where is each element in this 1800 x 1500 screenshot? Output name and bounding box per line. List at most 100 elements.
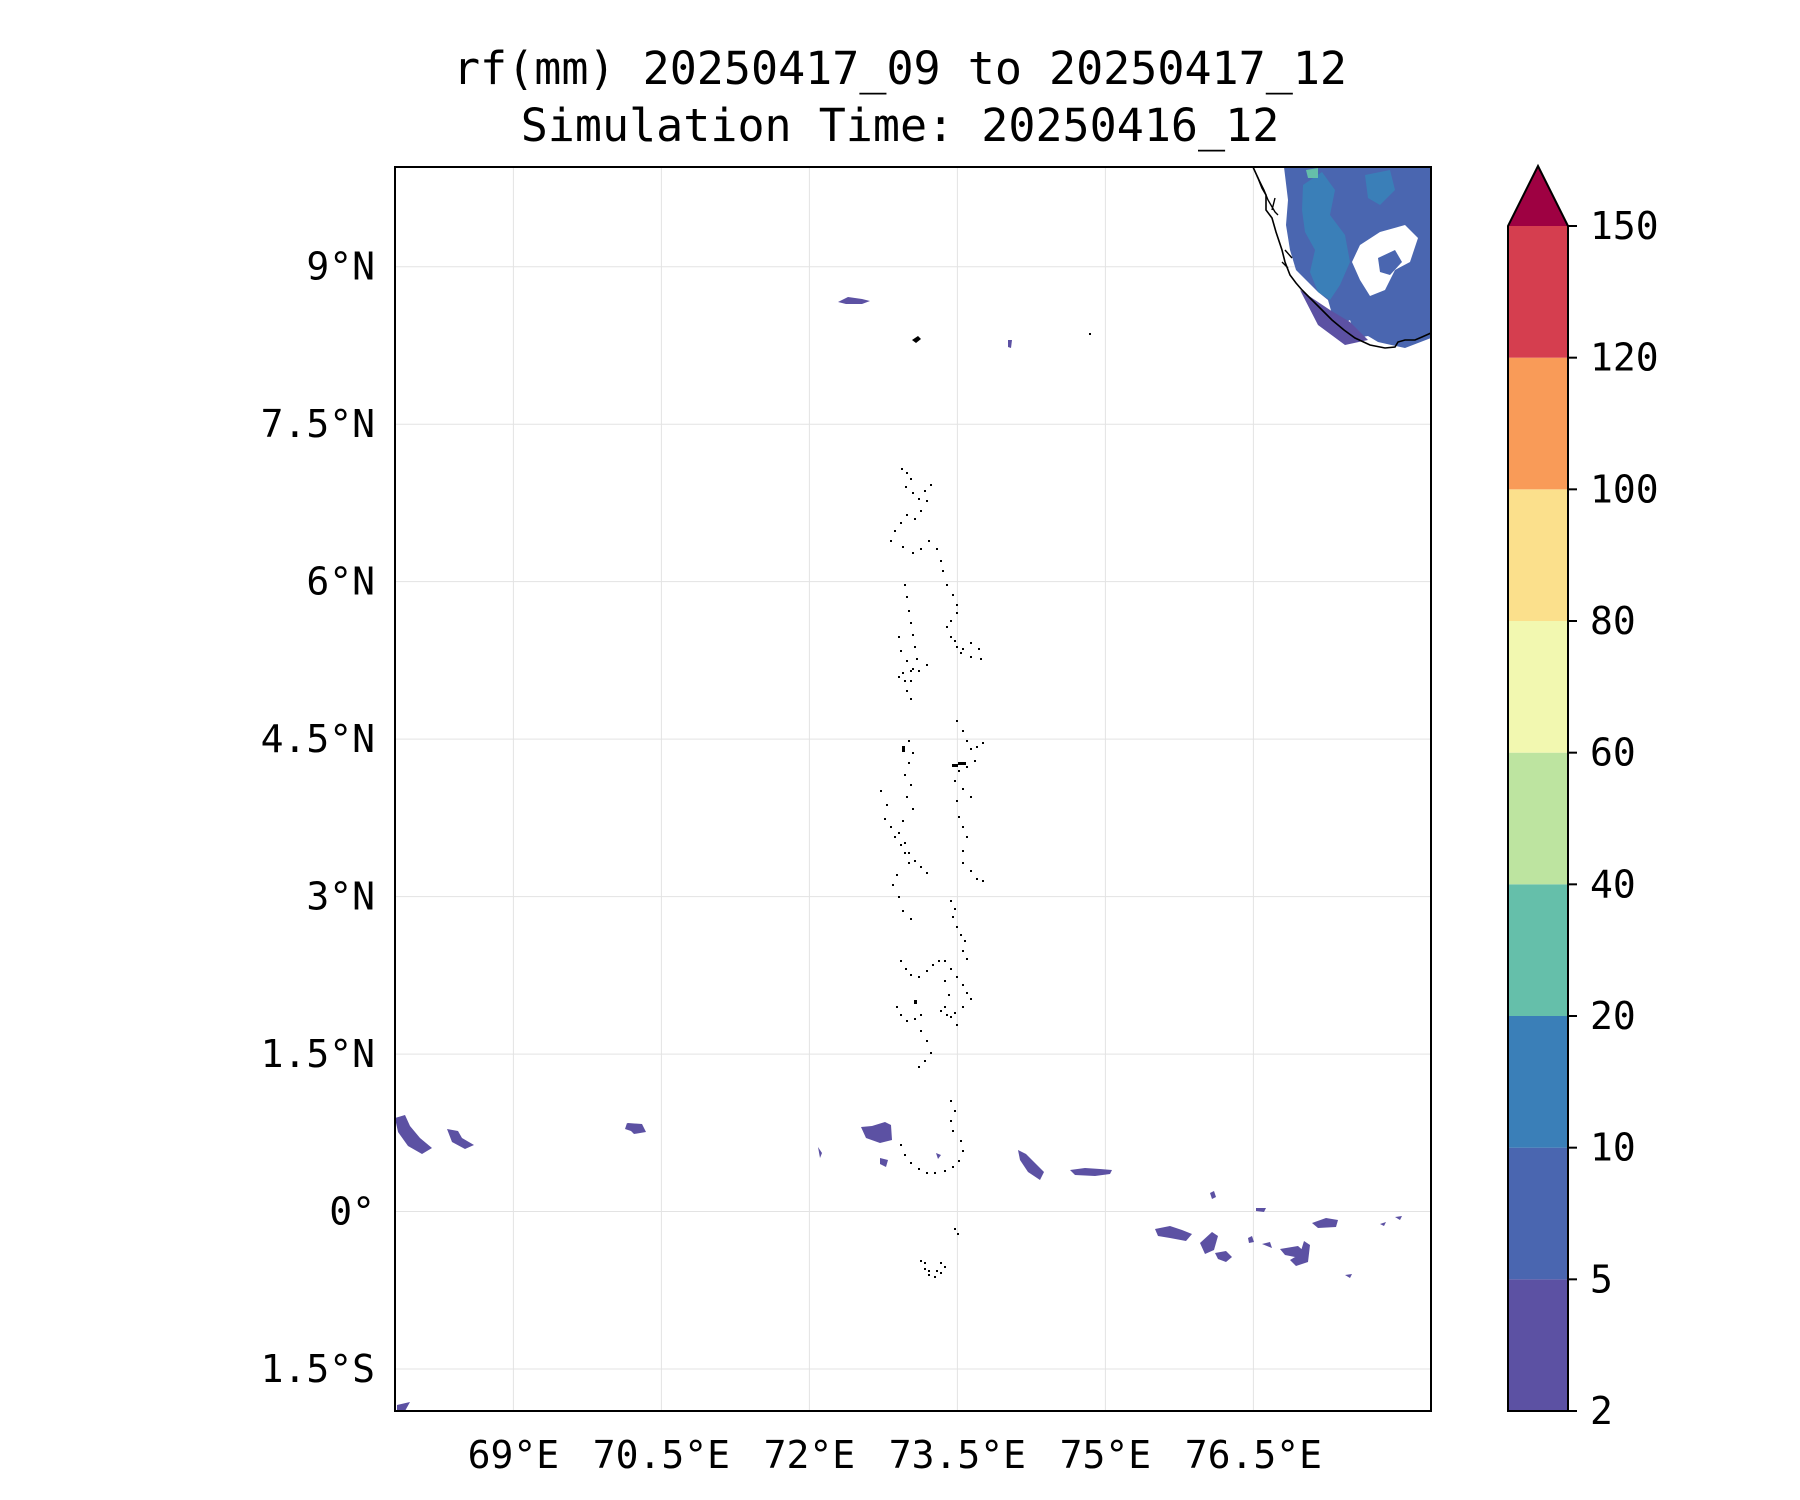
atoll-dot <box>905 968 907 970</box>
atoll-dot <box>918 976 920 978</box>
atoll-dot <box>946 1014 948 1016</box>
atoll-dot <box>912 752 914 754</box>
atoll-dot <box>910 670 912 672</box>
rain-region-kerala-inner <box>1378 250 1402 275</box>
colorbar-label: 80 <box>1590 599 1636 643</box>
atoll-dot <box>962 826 964 828</box>
colorbar-outline <box>1507 163 1569 1412</box>
rain-region-central-2 <box>1018 1150 1044 1180</box>
atoll-dot <box>902 546 904 548</box>
colorbar-label: 5 <box>1590 1257 1613 1301</box>
atoll-dot <box>926 664 928 666</box>
atoll-dot <box>920 510 922 512</box>
atoll-dot <box>966 766 968 768</box>
rain-region-kerala-low <box>1300 290 1368 345</box>
x-tick-label: 69°E <box>468 1433 560 1477</box>
atoll-dot <box>950 900 952 902</box>
map-panel: 69°E 70.5°E 72°E 73.5°E 75°E 76.5°E 9°N 7.5°N 6… <box>261 166 1432 1477</box>
atoll-dot <box>906 596 908 598</box>
atoll-dot <box>920 866 922 868</box>
atoll-dot <box>962 984 964 986</box>
atoll-dot <box>954 640 956 642</box>
atoll-dot <box>930 1052 932 1054</box>
atoll-dot <box>954 1110 956 1112</box>
atoll-dot <box>956 720 958 722</box>
atoll-dot <box>940 1262 942 1264</box>
atoll-dot <box>914 860 916 862</box>
rain-region-east-1 <box>1155 1226 1192 1241</box>
atoll-dot <box>952 1130 954 1132</box>
atoll-dot <box>910 918 912 920</box>
atoll-dot <box>970 656 972 658</box>
atoll-dot <box>902 820 904 822</box>
atoll-dot <box>944 980 946 982</box>
atoll-dot <box>962 862 964 864</box>
atoll-dot <box>905 486 907 488</box>
colorbar-segment <box>1508 1016 1568 1148</box>
title-line-1: rf(mm) 20250417_09 to 20250417_12 <box>452 42 1348 95</box>
atoll-dot <box>928 1274 930 1276</box>
atoll-dot <box>958 770 960 772</box>
colorbar-label: 120 <box>1590 336 1659 380</box>
atoll-dot <box>958 1160 960 1162</box>
atoll-dot <box>880 790 882 792</box>
atoll-dot <box>934 1276 936 1278</box>
atoll-dot <box>892 884 894 886</box>
atoll-dot <box>904 584 906 586</box>
atoll-dot <box>960 934 962 936</box>
rain-region-west-2 <box>447 1129 474 1149</box>
atoll-dot <box>956 1024 958 1026</box>
atoll-dot <box>946 626 948 628</box>
atoll-dot <box>962 648 964 650</box>
atoll-dot <box>898 832 900 834</box>
atoll-dot <box>970 796 972 798</box>
atoll-dot <box>962 1006 964 1008</box>
colorbar-segment <box>1508 1147 1568 1280</box>
colorbar: 2 5 10 20 40 60 80 100 120 150 <box>1507 163 1659 1433</box>
atoll-dot <box>906 796 908 798</box>
atoll-dot <box>932 964 934 966</box>
atoll-dot <box>950 968 952 970</box>
atoll-dot <box>904 842 906 844</box>
atoll-dot <box>926 970 928 972</box>
rain-region-kerala-10b <box>1365 170 1395 205</box>
y-tick-label: 9°N <box>306 245 375 289</box>
atoll-dot <box>970 998 972 1000</box>
atoll-dot <box>958 816 960 818</box>
colorbar-segment <box>1508 752 1568 885</box>
atoll-dot <box>884 818 886 820</box>
lakshadweep-island <box>912 336 921 343</box>
atoll-dot <box>952 594 954 596</box>
atoll-dot <box>982 880 984 882</box>
atoll-dot <box>908 762 910 764</box>
atoll-dot <box>906 1020 908 1022</box>
atoll-island <box>914 1000 917 1004</box>
atoll-dot <box>920 1014 922 1016</box>
atoll-dot <box>944 960 946 962</box>
atoll-dot <box>926 1040 928 1042</box>
rain-region-north-2 <box>1008 340 1012 348</box>
atoll-dot <box>924 490 926 492</box>
atoll-island <box>952 764 958 767</box>
atoll-dot <box>908 610 910 612</box>
colorbar-segment <box>1508 621 1568 753</box>
atoll-dot <box>942 570 944 572</box>
atoll-dot <box>962 1150 964 1152</box>
atoll-dot <box>940 1272 942 1274</box>
atoll-dot <box>886 804 888 806</box>
atoll-dot <box>908 862 910 864</box>
y-tick-label: 4.5°N <box>261 717 375 761</box>
atoll-dot <box>912 808 914 810</box>
atoll-dot <box>902 672 904 674</box>
atoll-dot <box>957 1233 959 1235</box>
atoll-dot <box>930 484 932 486</box>
y-tick-label: 1.5°N <box>261 1032 375 1076</box>
atoll-dot <box>900 650 902 652</box>
atoll-dot <box>964 940 966 942</box>
lakshadweep-island-2 <box>1089 333 1091 335</box>
atoll-dot <box>924 1060 926 1062</box>
colorbar-segment <box>1508 489 1568 621</box>
rain-region-east-4 <box>1280 1241 1310 1266</box>
atoll-dot <box>920 1260 922 1262</box>
atoll-dot <box>906 690 908 692</box>
